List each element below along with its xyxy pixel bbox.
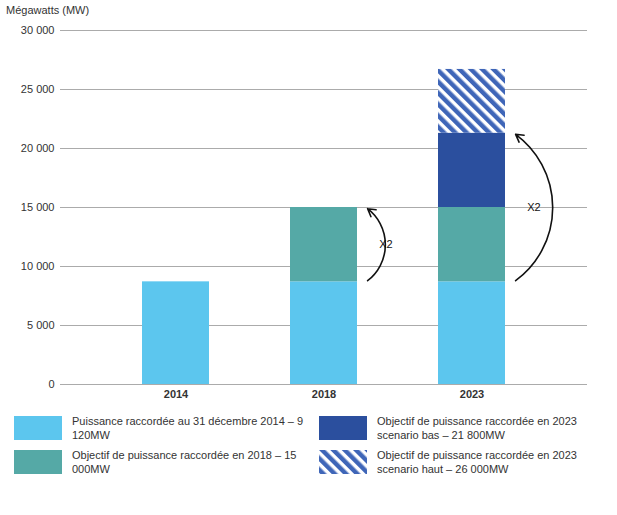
svg-text:2014: 2014 <box>164 388 189 400</box>
svg-text:X2: X2 <box>379 238 392 250</box>
svg-text:10 000: 10 000 <box>21 260 55 272</box>
html-text:Puissance raccordée au 31 déce: Puissance raccordée au 31 décembre 2014 … <box>72 415 304 441</box>
svg-text:2018: 2018 <box>312 388 336 400</box>
svg-text:15 000: 15 000 <box>21 201 55 213</box>
html-text:Objectif de puissance raccordé: Objectif de puissance raccordée en 2018 … <box>72 449 297 475</box>
svg-text:30 000: 30 000 <box>21 24 55 36</box>
svg-text:2023: 2023 <box>460 388 484 400</box>
svg-text:25 000: 25 000 <box>21 83 55 95</box>
svg-text:20 000: 20 000 <box>21 142 55 154</box>
html-text:Objectif de puissance raccordé: Objectif de puissance raccordée en 2023 … <box>377 415 577 441</box>
svg-text:0: 0 <box>48 378 54 390</box>
html-text:Mégawatts (MW): Mégawatts (MW) <box>6 4 90 16</box>
svg-text:X2: X2 <box>527 201 540 213</box>
html-text:Objectif de puissance raccordé: Objectif de puissance raccordée en 2023 … <box>377 449 577 475</box>
svg-text:5 000: 5 000 <box>27 319 55 331</box>
